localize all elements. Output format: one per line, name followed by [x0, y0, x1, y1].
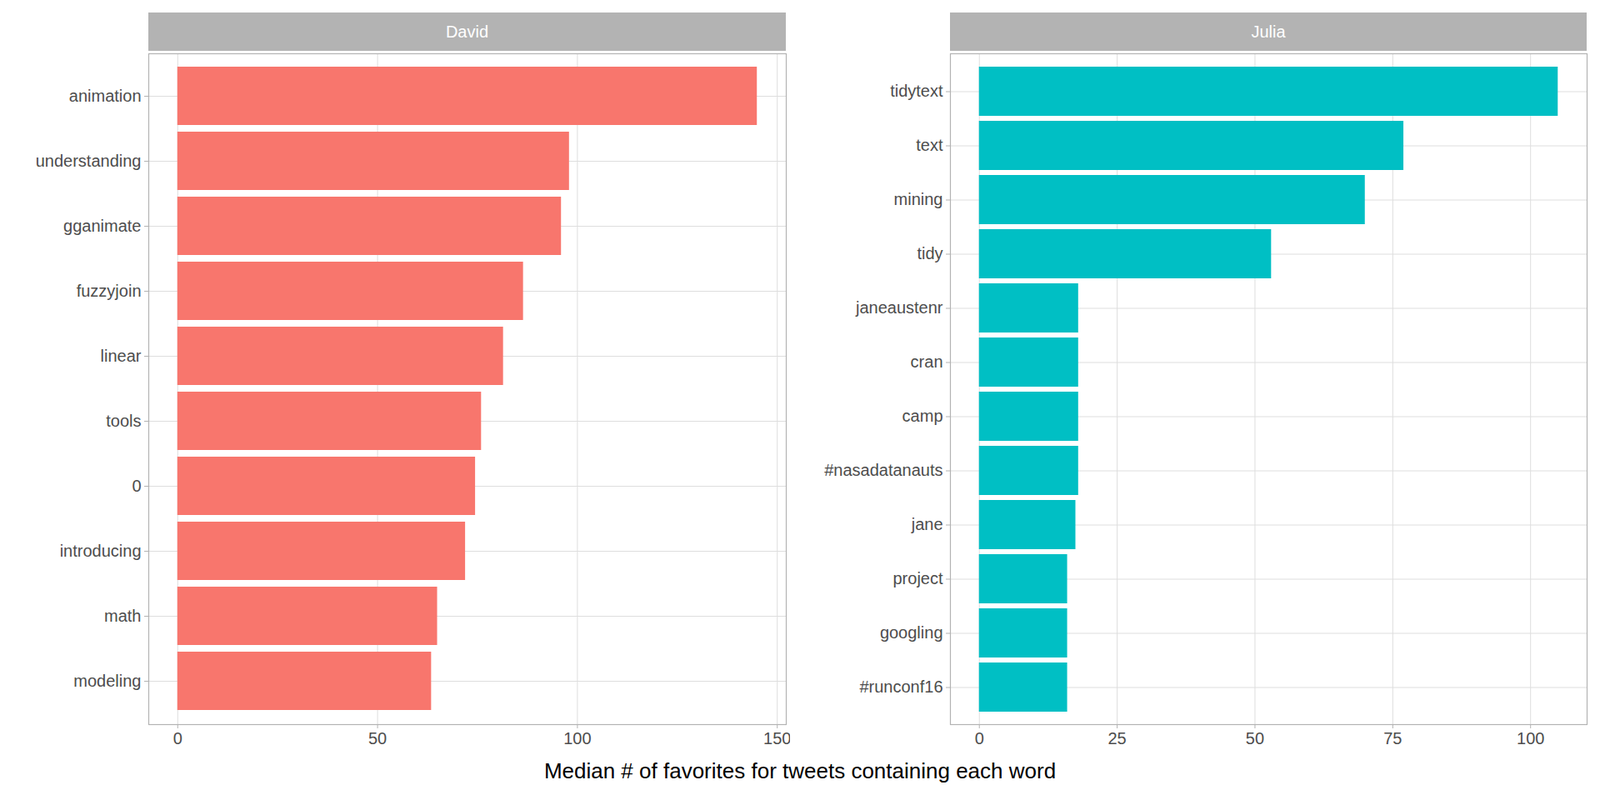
svg-text:cran: cran	[910, 352, 944, 371]
svg-text:gganimate: gganimate	[63, 216, 141, 235]
svg-text:mining: mining	[894, 190, 944, 209]
svg-text:camp: camp	[902, 406, 944, 425]
svg-text:understanding: understanding	[35, 151, 142, 170]
svg-text:75: 75	[1383, 729, 1402, 748]
svg-text:150: 150	[763, 729, 791, 748]
svg-text:0: 0	[173, 729, 183, 748]
svg-text:project: project	[892, 569, 943, 588]
svg-text:100: 100	[563, 729, 591, 748]
svg-text:text: text	[915, 135, 944, 155]
svg-text:50: 50	[368, 729, 387, 748]
svg-text:googling: googling	[880, 623, 944, 642]
svg-text:tidytext: tidytext	[890, 81, 944, 100]
svg-text:0: 0	[131, 476, 141, 495]
svg-text:math: math	[104, 606, 141, 625]
svg-text:modeling: modeling	[73, 671, 141, 690]
svg-text:100: 100	[1516, 729, 1545, 748]
svg-text:linear: linear	[100, 346, 142, 365]
html-text:David: David	[445, 22, 489, 41]
svg-text:#runconf16: #runconf16	[859, 677, 943, 696]
svg-text:jane: jane	[910, 515, 944, 534]
svg-text:tidy: tidy	[916, 244, 943, 263]
svg-text:introducing: introducing	[60, 541, 142, 560]
svg-text:25: 25	[1107, 729, 1126, 748]
svg-text:#nasadatanauts: #nasadatanauts	[824, 460, 943, 480]
html-text:Median # of favorites for twee: Median # of favorites for tweets contain…	[544, 758, 1056, 784]
svg-text:0: 0	[975, 729, 985, 748]
svg-text:50: 50	[1245, 729, 1265, 748]
html-text:Julia: Julia	[1251, 22, 1286, 41]
svg-text:tools: tools	[105, 411, 141, 430]
svg-text:janeaustenr: janeaustenr	[855, 298, 944, 317]
svg-text:fuzzyjoin: fuzzyjoin	[76, 281, 142, 300]
svg-text:animation: animation	[69, 86, 142, 105]
